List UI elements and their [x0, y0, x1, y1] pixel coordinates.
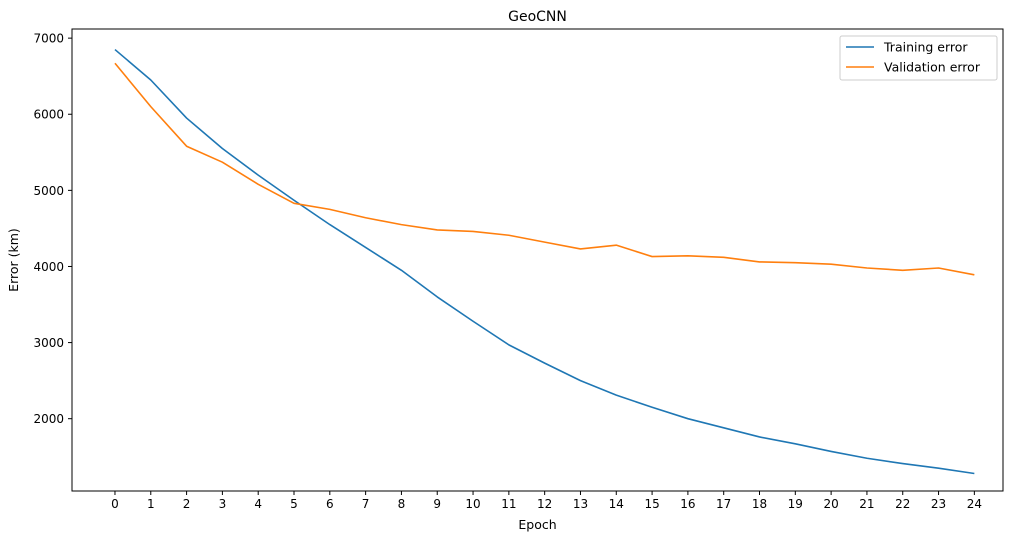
y-tick-label: 6000	[33, 108, 64, 122]
x-tick-label: 0	[111, 497, 119, 511]
x-tick-label: 4	[254, 497, 262, 511]
axis-ticks: 0 1 2 3 4 5 6 7 8 9 10 11 12 13 14 15 16 17 18 19 20 21 22 23 24…	[33, 32, 982, 511]
x-tick-label: 19	[788, 497, 803, 511]
x-axis-label: Epoch	[518, 517, 556, 532]
y-tick-label: 4000	[33, 260, 64, 274]
plot-marks	[114, 48, 975, 475]
x-tick-label: 7	[362, 497, 370, 511]
x-tick-label: 17	[716, 497, 731, 511]
x-tick-label: 16	[680, 497, 695, 511]
series-line-validation	[114, 62, 975, 276]
x-tick-label: 5	[290, 497, 298, 511]
x-tick-label: 21	[859, 497, 874, 511]
y-tick-label: 5000	[33, 184, 64, 198]
series-line-training	[114, 48, 975, 475]
x-tick-label: 14	[609, 497, 624, 511]
y-tick-label: 7000	[33, 32, 64, 46]
x-tick-label: 13	[573, 497, 588, 511]
x-tick-label: 11	[501, 497, 516, 511]
plot-frame	[71, 28, 1004, 492]
x-tick-label: 10	[465, 497, 480, 511]
y-axis-label: Error (km)	[6, 228, 21, 292]
legend-box	[839, 35, 998, 81]
x-tick-label: 9	[433, 497, 441, 511]
y-tick-label: 3000	[33, 336, 64, 350]
legend-label-validation: Validation error	[884, 60, 981, 75]
x-tick-label: 23	[931, 497, 946, 511]
x-tick-label: 15	[644, 497, 659, 511]
legend: Training error Validation error	[839, 35, 998, 81]
x-tick-label: 20	[823, 497, 838, 511]
x-tick-label: 22	[895, 497, 910, 511]
x-tick-label: 24	[967, 497, 982, 511]
x-tick-label: 8	[398, 497, 406, 511]
x-tick-label: 18	[752, 497, 767, 511]
x-tick-label: 3	[219, 497, 227, 511]
legend-label-training: Training error	[883, 40, 968, 55]
x-tick-label: 6	[326, 497, 334, 511]
y-tick-label: 2000	[33, 412, 64, 426]
chart-title: GeoCNN	[508, 9, 567, 25]
x-tick-label: 1	[147, 497, 155, 511]
x-tick-label: 2	[183, 497, 191, 511]
x-tick-label: 12	[537, 497, 552, 511]
